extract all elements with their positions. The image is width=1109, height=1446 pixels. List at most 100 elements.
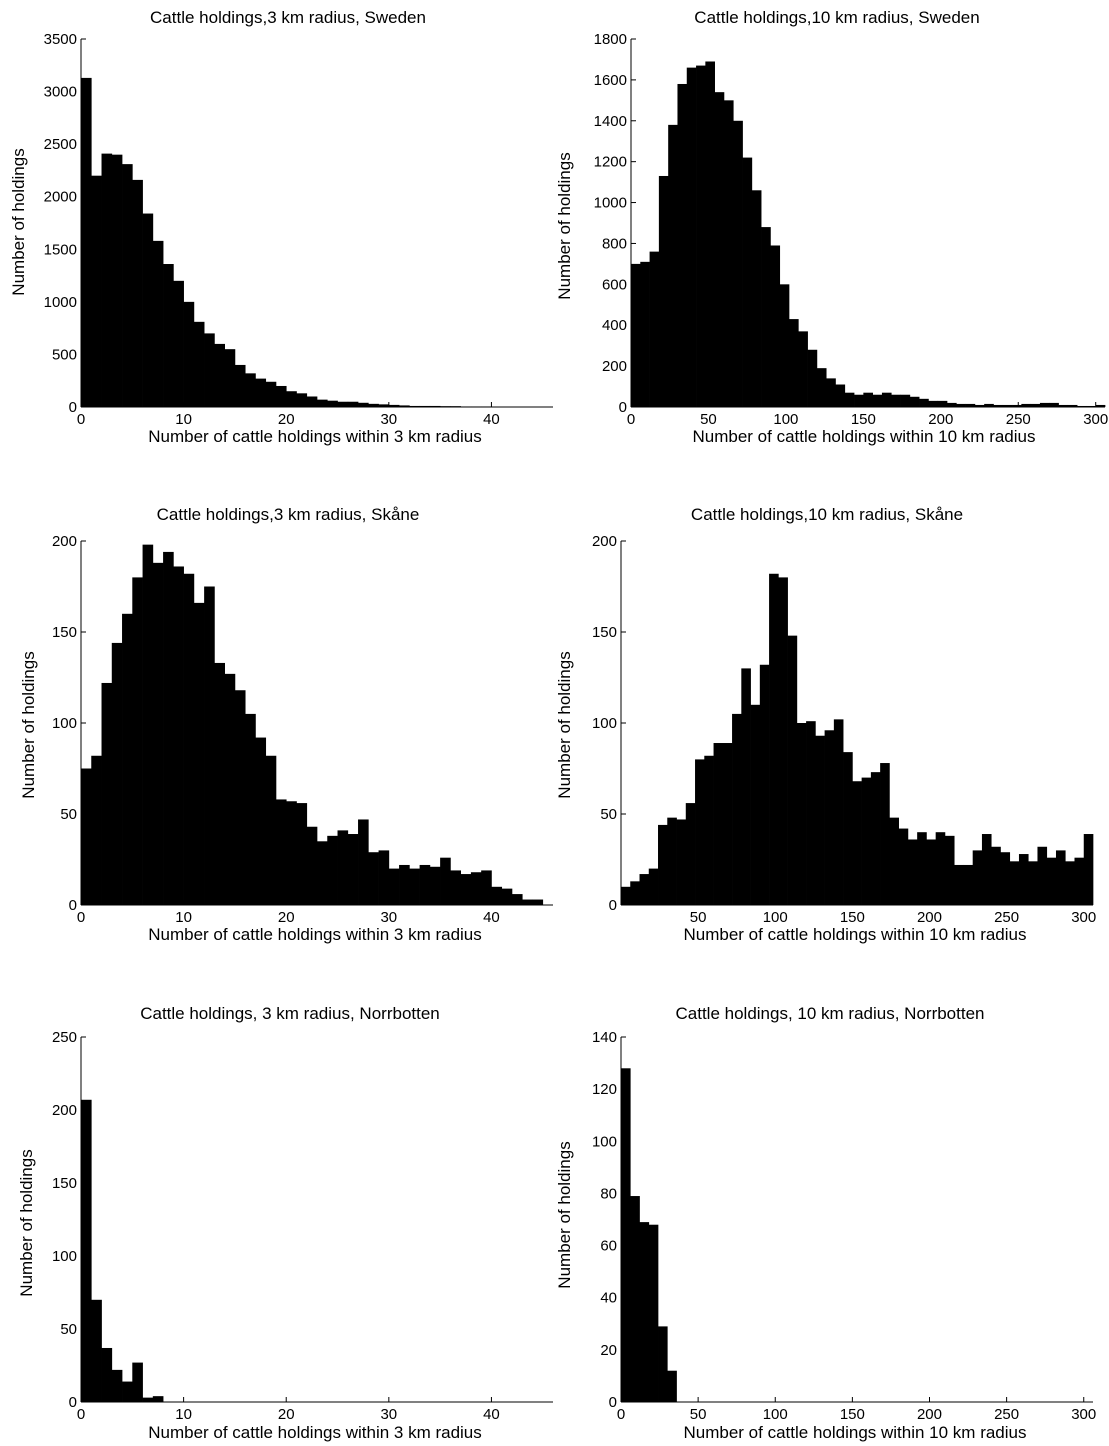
histogram-bar bbox=[861, 777, 872, 905]
y-axis-label: Number of holdings bbox=[9, 148, 28, 295]
histogram-bar bbox=[101, 153, 113, 407]
histogram-bar bbox=[327, 400, 338, 407]
histogram-bar bbox=[806, 721, 816, 905]
histogram-bar bbox=[965, 403, 976, 407]
y-tick-label: 200 bbox=[592, 533, 617, 550]
y-tick-label: 250 bbox=[52, 1029, 77, 1046]
chart-skane-10km: Cattle holdings,10 km radius, Skåne Numb… bbox=[555, 505, 1096, 944]
histogram-bar bbox=[91, 1299, 102, 1402]
histogram-bar bbox=[173, 566, 184, 905]
chart-title: Cattle holdings,3 km radius, Skåne bbox=[157, 505, 420, 524]
histogram-bar bbox=[511, 894, 523, 905]
histogram-bar bbox=[872, 394, 883, 407]
histogram-bar bbox=[742, 157, 753, 407]
chart-title: Cattle holdings,10 km radius, Skåne bbox=[691, 505, 963, 524]
histogram-bar bbox=[214, 343, 225, 407]
histogram-bar bbox=[704, 755, 714, 905]
y-tick-label: 1400 bbox=[594, 113, 627, 130]
histogram-bar bbox=[245, 713, 256, 905]
histogram-bar bbox=[937, 400, 948, 407]
histogram-bar bbox=[833, 719, 844, 905]
histogram-bar bbox=[658, 824, 668, 905]
histogram-bar bbox=[142, 544, 154, 905]
plot-area: 0 500 1000 1500 2000 2500 3000 3500 0 10 20 30 40 bbox=[44, 31, 553, 428]
histogram-bar bbox=[991, 846, 1001, 905]
histogram-bar bbox=[132, 577, 143, 905]
histogram-bar bbox=[234, 690, 246, 905]
y-tick-label: 1500 bbox=[44, 241, 77, 258]
histogram-bar bbox=[183, 301, 195, 407]
histogram-bar bbox=[972, 850, 983, 905]
plot-area: 0 50 100 150 200 50 100 150 200 250 300 bbox=[592, 533, 1096, 926]
chart-title: Cattle holdings,3 km radius, Sweden bbox=[150, 8, 426, 27]
histogram-bar bbox=[337, 401, 349, 407]
y-tick-label: 50 bbox=[60, 1321, 77, 1338]
histogram-bar bbox=[723, 100, 734, 407]
chart-title: Cattle holdings,10 km radius, Sweden bbox=[694, 8, 979, 27]
histogram-bar bbox=[122, 164, 133, 407]
histogram-bar bbox=[639, 1222, 650, 1402]
histogram-bar bbox=[214, 662, 225, 905]
histogram-bar bbox=[101, 1347, 113, 1402]
histogram-bar bbox=[491, 886, 503, 905]
histogram-bar bbox=[347, 401, 359, 407]
histogram-bar bbox=[919, 398, 929, 407]
histogram-bar bbox=[722, 743, 733, 905]
x-tick-label: 30 bbox=[380, 411, 397, 428]
histogram-bar bbox=[881, 392, 892, 407]
x-tick-label: 30 bbox=[380, 909, 397, 926]
histogram-bar bbox=[676, 819, 687, 905]
y-tick-label: 1800 bbox=[594, 31, 627, 48]
x-tick-label: 0 bbox=[77, 909, 85, 926]
y-tick-label: 2000 bbox=[44, 189, 77, 206]
histogram-bar bbox=[798, 331, 808, 407]
y-axis-label: Number of holdings bbox=[555, 1141, 574, 1288]
y-tick-label: 80 bbox=[600, 1185, 617, 1202]
chart-sweden-3km: Cattle holdings,3 km radius, Sweden Numb… bbox=[9, 8, 553, 446]
histogram-bar bbox=[835, 384, 846, 407]
histogram-bar bbox=[713, 743, 724, 905]
histogram-bar bbox=[956, 403, 966, 407]
y-tick-label: 800 bbox=[602, 235, 627, 252]
histogram-bar bbox=[891, 394, 901, 407]
histogram-bar bbox=[1086, 405, 1097, 407]
x-tick-label: 0 bbox=[617, 1406, 625, 1423]
x-tick-label: 200 bbox=[917, 909, 942, 926]
chart-title: Cattle holdings, 3 km radius, Norrbotten bbox=[140, 1004, 440, 1023]
histogram-bar bbox=[470, 872, 482, 905]
histogram-bar bbox=[204, 586, 215, 905]
y-tick-label: 150 bbox=[592, 624, 617, 641]
x-tick-label: 20 bbox=[278, 1406, 295, 1423]
x-tick-label: 20 bbox=[278, 909, 295, 926]
histogram-bar bbox=[234, 364, 246, 407]
histogram-bar bbox=[963, 864, 974, 905]
y-tick-label: 0 bbox=[69, 1394, 77, 1411]
histogram-bar bbox=[947, 402, 957, 407]
histogram-bar bbox=[705, 61, 715, 408]
x-tick-label: 200 bbox=[917, 1406, 942, 1423]
histogram-bar bbox=[1028, 861, 1038, 905]
y-tick-label: 100 bbox=[592, 715, 617, 732]
histogram-bar bbox=[1018, 854, 1029, 905]
x-tick-label: 150 bbox=[840, 1406, 865, 1423]
histogram-bar bbox=[275, 799, 287, 905]
y-tick-label: 50 bbox=[60, 806, 77, 823]
histogram-bar bbox=[193, 321, 205, 407]
x-tick-label: 100 bbox=[763, 1406, 788, 1423]
histogram-bar bbox=[909, 396, 920, 407]
x-axis-label: Number of cattle holdings within 10 km r… bbox=[693, 427, 1036, 446]
histogram-bar bbox=[1067, 404, 1078, 407]
histogram-bar bbox=[658, 1326, 668, 1402]
x-tick-label: 300 bbox=[1071, 1406, 1096, 1423]
histogram-bar bbox=[789, 319, 799, 407]
y-tick-label: 100 bbox=[52, 1248, 77, 1265]
histogram-bar bbox=[759, 664, 770, 905]
y-tick-label: 1600 bbox=[594, 72, 627, 89]
histogram-bar bbox=[173, 280, 184, 407]
histogram-bar bbox=[630, 881, 640, 905]
histogram-bar bbox=[286, 391, 297, 407]
histogram-bar bbox=[358, 402, 369, 407]
histogram-bar bbox=[378, 850, 390, 905]
histogram-bar bbox=[900, 394, 911, 407]
